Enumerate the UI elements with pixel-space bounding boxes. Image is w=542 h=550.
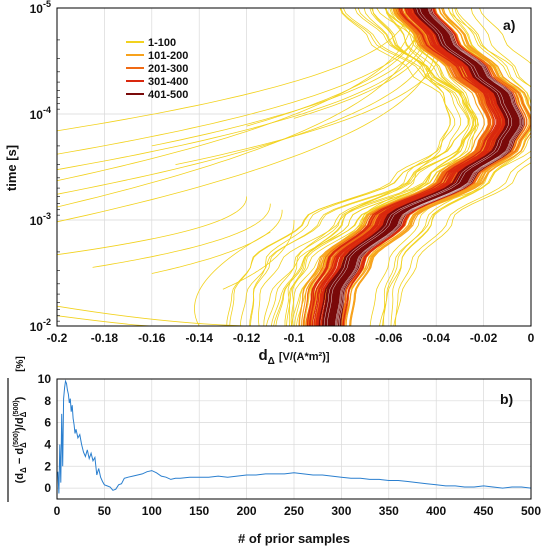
x-tick-label: 0: [54, 504, 61, 518]
series-1-100-curve: [286, 8, 462, 326]
y-tick-label: 4: [44, 437, 51, 451]
panel-a-x-ticks: -0.2 -0.18 -0.16 -0.14 -0.12 -0.1 -0.08 -0.06 -0…: [47, 331, 535, 345]
y-tick-label: 10-2: [30, 317, 51, 334]
series-401-500-curve: [325, 8, 511, 326]
y-tick-label: 6: [44, 416, 51, 430]
series-101-200-curve: [349, 8, 531, 326]
y-tick-label: 10-5: [30, 0, 51, 16]
series-1-100-outlier-curve: [57, 20, 418, 208]
panel-a-chart: -0.2 -0.18 -0.16 -0.14 -0.12 -0.1 -0.08 -0.06 -0…: [4, 0, 535, 367]
series-1-100-curve: [239, 8, 477, 326]
x-tick-label: 100: [142, 504, 162, 518]
x-tick-label: 350: [379, 504, 399, 518]
panel-b-x-axis-label: # of prior samples: [238, 531, 350, 546]
x-tick-label: -0.2: [47, 331, 68, 345]
series-1-100-curve: [395, 8, 531, 326]
series-1-100-outlier-curve: [57, 8, 409, 132]
panel-a-curves: [57, 8, 531, 326]
legend-label: 301-400: [148, 76, 188, 88]
panel-a-y-axis-label: time [s]: [4, 145, 19, 191]
panel-a-y-ticks: 10-5 10-4 10-3 10-2: [30, 0, 60, 334]
series-1-100-curve: [226, 8, 456, 326]
y-tick-label: 10: [38, 372, 52, 386]
x-tick-label: 450: [474, 504, 494, 518]
band-highlight-curve: [323, 8, 509, 326]
panel-b-chart: 0 50 100 150 200 250 300 350 400 450 500 0 2 4 6 8 10 b…: [7, 356, 542, 546]
band-highlight-curve: [335, 8, 521, 326]
series-101-200-curve: [344, 8, 531, 326]
panel-a-label: a): [503, 17, 515, 33]
x-tick-label: -0.16: [138, 331, 166, 345]
x-tick-label: -0.12: [233, 331, 261, 345]
x-tick-label: -0.02: [470, 331, 498, 345]
x-tick-label: 300: [331, 504, 351, 518]
series-1-100-curve: [390, 8, 531, 326]
x-tick-label: 400: [426, 504, 446, 518]
panel-a-frame: [56, 7, 532, 327]
legend-label: 401-500: [148, 89, 188, 101]
x-tick-label: -0.04: [423, 331, 451, 345]
x-tick-label: -0.08: [328, 331, 356, 345]
y-tick-label: 10-4: [30, 105, 51, 122]
y-tick-label: 2: [44, 459, 51, 473]
series-1-100-curve: [393, 8, 531, 326]
panel-b-y-axis-formula: (dΔ − dΔ(500))/dΔ(500)) [%]: [7, 356, 28, 502]
x-tick-label: 500: [521, 504, 541, 518]
series-301-400-curve: [317, 8, 503, 326]
series-1-100-outlier-curve: [92, 203, 271, 268]
panel-a-x-axis-units: [V/(A*m²)]: [279, 351, 330, 363]
x-tick-label: -0.1: [284, 331, 305, 345]
series-1-100-outlier-curve: [57, 196, 247, 256]
formula-text: (dΔ − dΔ(500))/dΔ(500)): [13, 396, 28, 483]
panel-b-curves: [57, 379, 531, 494]
series-1-100-outlier-curve: [222, 220, 295, 290]
series-1-100-outlier-curve: [57, 39, 437, 223]
panel-b-y-axis-units: [%]: [15, 356, 26, 372]
series-1-100-outlier-curve: [175, 44, 442, 165]
panel-a-x-axis-subscript: Δ: [268, 356, 275, 367]
band-highlight-curve: [336, 8, 522, 326]
x-tick-label: -0.06: [375, 331, 403, 345]
x-tick-label: 150: [189, 504, 209, 518]
y-tick-label: 8: [44, 394, 51, 408]
band-highlight-curve: [326, 8, 513, 326]
series-301-400-curve: [317, 8, 501, 326]
series-1-100-bottom-curve: [194, 231, 271, 326]
panel-b-y-ticks: 0 2 4 6 8 10: [38, 372, 52, 495]
band-highlight-curve: [337, 8, 523, 326]
x-tick-label: 200: [237, 504, 257, 518]
panel-a-x-axis-label: dΔ [V/(A*m²)]: [258, 347, 329, 367]
series-301-400-curve: [308, 8, 495, 326]
series-relative-difference-line: [57, 379, 531, 494]
x-tick-label: 0: [528, 331, 535, 345]
band-highlight-curve: [338, 8, 525, 326]
y-tick-label: 0: [44, 481, 51, 495]
panel-a-x-axis-symbol: d: [258, 347, 267, 364]
x-tick-label: -0.14: [186, 331, 214, 345]
panel-b-label: b): [500, 391, 513, 407]
y-tick-label: 10-3: [30, 211, 51, 228]
series-101-200-curve: [301, 8, 485, 326]
legend-label: 1-100: [148, 37, 176, 49]
x-tick-label: 50: [98, 504, 112, 518]
legend-label: 101-200: [148, 50, 188, 62]
x-tick-label: -0.18: [91, 331, 119, 345]
panel-b-frame: [56, 378, 532, 500]
series-1-100-outlier-curve: [57, 35, 432, 195]
series-1-100-bottom-curve: [57, 305, 247, 326]
panel-b-x-ticks: 0 50 100 150 200 250 300 350 400 450 500: [54, 504, 542, 518]
legend-label: 201-300: [148, 63, 188, 75]
x-tick-label: 250: [284, 504, 304, 518]
series-1-100-outlier-curve: [57, 26, 428, 171]
